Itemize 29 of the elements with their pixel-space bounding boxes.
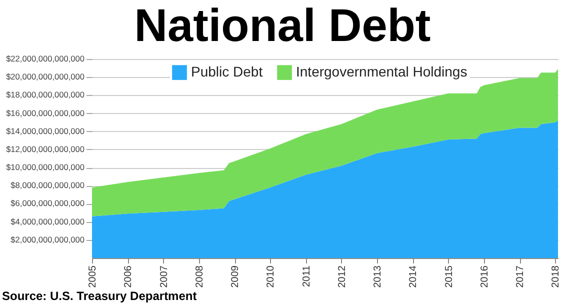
x-tick-label: 2014	[408, 265, 420, 288]
x-tick-label: 2011	[301, 265, 312, 288]
x-tick-label: 2005	[88, 265, 98, 288]
y-tick-label: $10,000,000,000,000	[6, 162, 85, 172]
y-tick-label: $18,000,000,000,000	[6, 90, 85, 100]
x-tick-label: 2010	[266, 265, 277, 288]
y-tick-label: $12,000,000,000,000	[6, 144, 85, 154]
y-tick-label: $8,000,000,000,000	[10, 180, 85, 190]
x-tick-label: 2006	[123, 265, 134, 288]
y-tick-label: $22,000,000,000,000	[6, 54, 85, 64]
x-tick-label: 2018	[550, 265, 562, 288]
x-tick-label: 2009	[230, 265, 242, 288]
source-note: Source: U.S. Treasury Department	[2, 289, 197, 303]
y-tick-label: $16,000,000,000,000	[6, 108, 85, 118]
y-tick-label: $2,000,000,000,000	[10, 234, 85, 244]
y-tick-label: $4,000,000,000,000	[10, 216, 85, 226]
x-tick-label: 2008	[194, 265, 206, 288]
x-tick-label: 2015	[444, 265, 455, 288]
x-tick-label: 2013	[372, 265, 384, 288]
chart-title: National Debt	[133, 0, 432, 52]
x-tick-label: 2012	[336, 265, 348, 288]
legend-label: Intergovernmental Holdings	[296, 64, 468, 80]
x-tick-label: 2017	[515, 265, 526, 288]
x-tick-label: 2016	[479, 265, 490, 288]
y-tick-label: $20,000,000,000,000	[6, 72, 85, 82]
y-tick-label: $14,000,000,000,000	[6, 126, 85, 136]
x-tick-label: 2007	[158, 265, 170, 288]
y-tick-label: $6,000,000,000,000	[10, 198, 85, 208]
legend-label: Public Debt	[191, 64, 263, 80]
